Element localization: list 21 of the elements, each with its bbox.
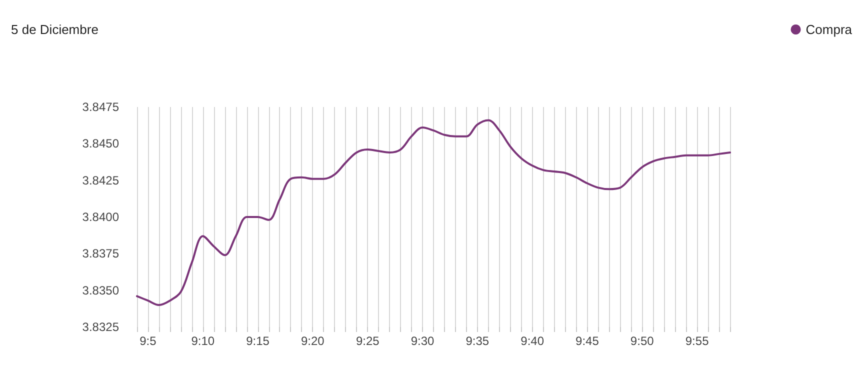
- y-tick-label: 3.8350: [82, 283, 120, 298]
- x-tick-label: 9:45: [576, 334, 600, 348]
- y-tick-label: 3.8400: [82, 210, 120, 224]
- x-tick-label: 9:30: [410, 334, 434, 348]
- legend-label: Compra: [806, 22, 853, 37]
- line-series: [136, 119, 731, 306]
- y-tick-label: 3.8325: [82, 320, 120, 334]
- x-tick-label: 9:20: [300, 334, 325, 348]
- x-tick-label: 9:10: [191, 334, 215, 348]
- x-tick-label: 9:55: [685, 334, 710, 348]
- y-tick-label: 3.8475: [82, 100, 120, 114]
- x-tick-label: 9:35: [466, 334, 490, 348]
- y-tick-label: 3.8450: [82, 136, 120, 151]
- x-tick-label: 9:25: [356, 334, 380, 348]
- x-tick-label: 9:15: [246, 334, 270, 348]
- x-tick-label: 9:50: [630, 334, 654, 348]
- y-tick-label: 3.8375: [82, 246, 120, 261]
- x-tick-label: 9:5: [140, 334, 157, 348]
- y-tick-label: 3.8425: [82, 173, 120, 188]
- chart-title: 5 de Diciembre: [11, 22, 98, 37]
- x-tick-label: 9:40: [520, 334, 544, 348]
